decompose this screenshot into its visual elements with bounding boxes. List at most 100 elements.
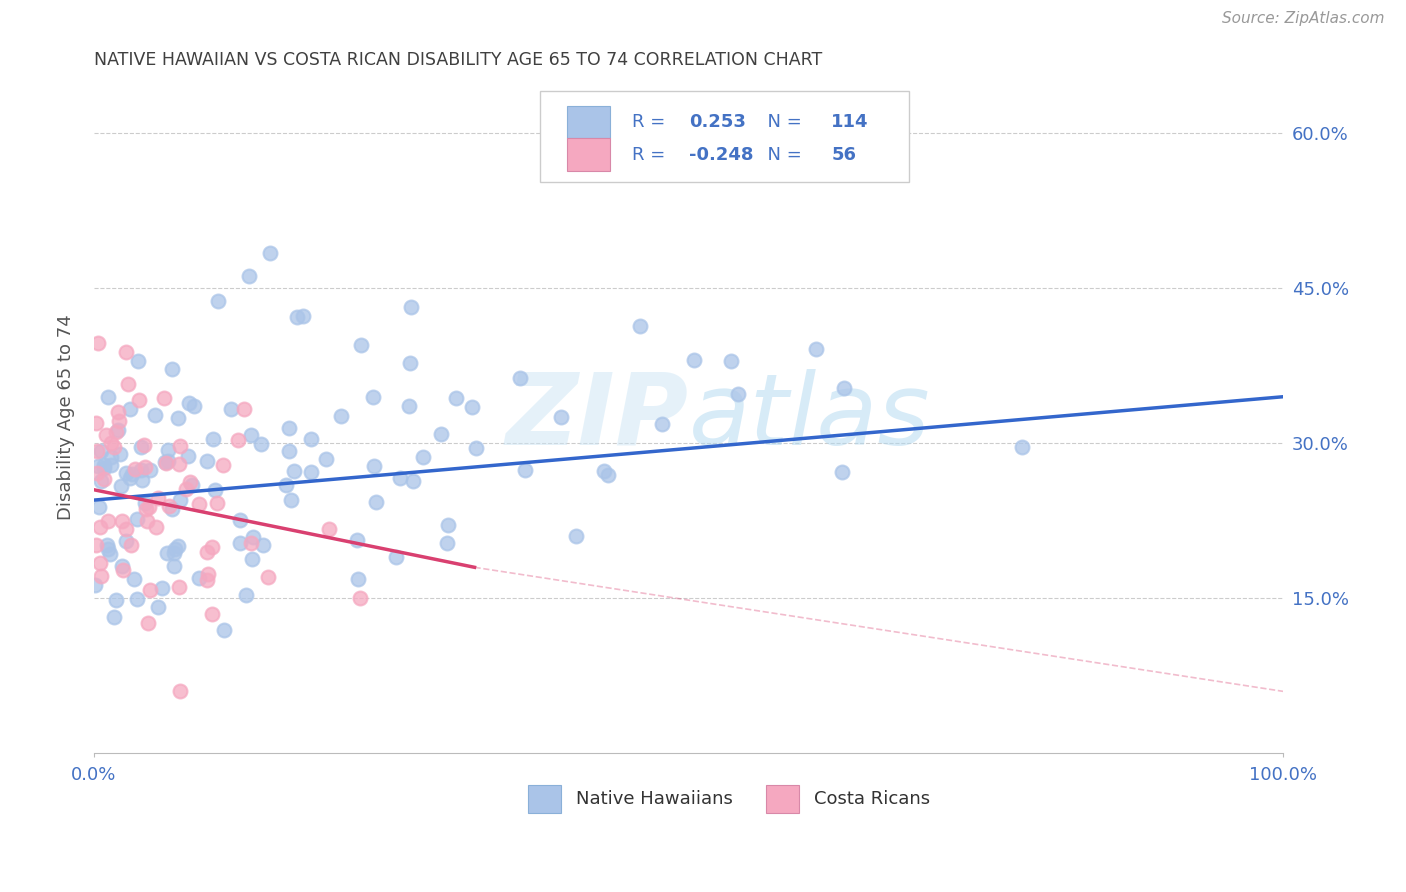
Point [134, 496, 156, 510]
Point [720, 354, 742, 368]
Text: ZIP: ZIP [506, 369, 689, 466]
Point [143, 408, 166, 422]
Point [156, 454, 179, 468]
Point [117, 377, 139, 392]
Point [129, 463, 152, 477]
Point [195, 453, 218, 467]
Point [283, 464, 305, 478]
Point [152, 391, 174, 405]
Text: R =: R = [631, 113, 671, 131]
Point [550, 410, 572, 425]
FancyBboxPatch shape [568, 138, 610, 170]
Point [412, 450, 434, 464]
Point [132, 437, 155, 451]
Point [240, 551, 263, 566]
Point [127, 354, 149, 368]
Point [105, 425, 128, 439]
Text: R =: R = [631, 145, 671, 163]
Point [100, 435, 122, 450]
Point [513, 463, 536, 477]
Point [240, 536, 263, 550]
Point [90, 568, 112, 582]
Point [111, 559, 134, 574]
Point [274, 477, 297, 491]
Point [384, 550, 406, 565]
Point [257, 570, 280, 584]
Point [727, 387, 749, 401]
Point [103, 609, 125, 624]
Point [160, 362, 183, 376]
Point [131, 440, 153, 454]
Point [157, 500, 180, 514]
Point [177, 395, 200, 409]
Point [250, 437, 273, 451]
Point [84, 538, 107, 552]
FancyBboxPatch shape [540, 91, 908, 182]
Point [350, 338, 373, 352]
Point [167, 539, 190, 553]
Point [207, 294, 229, 309]
Point [160, 502, 183, 516]
Point [232, 402, 254, 417]
Text: 114: 114 [831, 113, 869, 131]
Point [651, 417, 673, 431]
Point [100, 450, 122, 465]
Point [107, 423, 129, 437]
Point [167, 457, 190, 471]
Point [114, 344, 136, 359]
Text: Native Hawaiians: Native Hawaiians [575, 790, 733, 808]
Point [242, 530, 264, 544]
Point [120, 471, 142, 485]
Point [115, 466, 138, 480]
Point [465, 442, 488, 456]
Point [90, 444, 112, 458]
Point [207, 496, 229, 510]
FancyBboxPatch shape [568, 106, 610, 138]
Point [195, 573, 218, 587]
Point [110, 479, 132, 493]
Point [402, 475, 425, 489]
Point [363, 458, 385, 473]
Point [804, 342, 827, 356]
Point [596, 467, 619, 482]
Point [329, 409, 352, 424]
Text: Costa Ricans: Costa Ricans [814, 790, 929, 808]
Point [201, 540, 224, 554]
Point [389, 471, 412, 485]
Point [107, 405, 129, 419]
Point [97, 541, 120, 556]
Point [592, 464, 614, 478]
Point [169, 684, 191, 698]
Point [135, 514, 157, 528]
Text: 0.253: 0.253 [689, 113, 745, 131]
Point [346, 533, 368, 547]
Point [212, 458, 235, 472]
Text: Source: ZipAtlas.com: Source: ZipAtlas.com [1222, 11, 1385, 26]
Point [107, 414, 129, 428]
Point [226, 433, 249, 447]
Point [93, 458, 115, 472]
Point [93, 461, 115, 475]
Point [169, 493, 191, 508]
Point [204, 483, 226, 497]
Point [163, 542, 186, 557]
Point [364, 495, 387, 509]
Point [93, 472, 115, 486]
Point [127, 512, 149, 526]
Text: N =: N = [756, 145, 808, 163]
Point [628, 319, 651, 334]
Point [138, 500, 160, 514]
Point [94, 428, 117, 442]
Point [509, 371, 531, 385]
Point [167, 411, 190, 425]
Point [278, 421, 301, 435]
Point [115, 533, 138, 548]
Point [89, 556, 111, 570]
Point [114, 522, 136, 536]
Point [86, 444, 108, 458]
Point [285, 310, 308, 325]
Point [238, 269, 260, 284]
Point [436, 517, 458, 532]
Point [398, 399, 420, 413]
Point [169, 439, 191, 453]
